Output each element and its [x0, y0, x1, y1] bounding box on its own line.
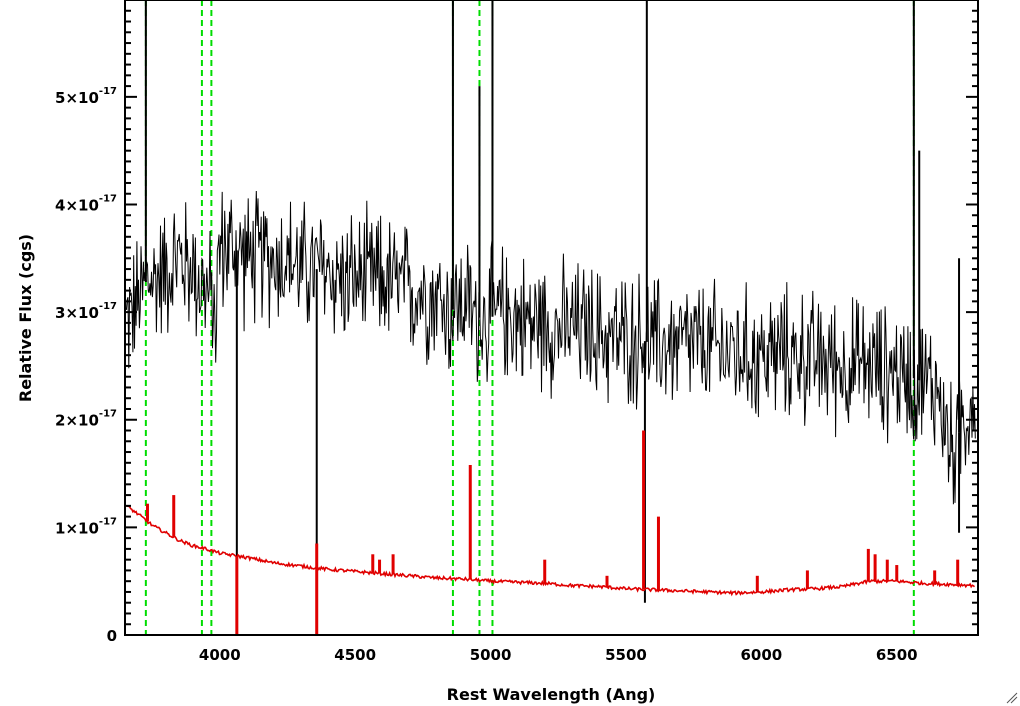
series-line — [126, 505, 976, 597]
y-tick-label: 5×10-17 — [55, 86, 117, 107]
x-tick-label: 6000 — [740, 646, 782, 664]
y-tick-label: 1×10-17 — [55, 516, 117, 537]
observed-spectrum-series — [125, 0, 976, 635]
x-axis-title: Rest Wavelength (Ang) — [447, 685, 656, 704]
series-layer — [125, 0, 976, 635]
y-axis-title: Relative Flux (cgs) — [16, 234, 35, 402]
resize-grip-icon[interactable] — [1004, 690, 1018, 704]
x-tick-label: 6500 — [876, 646, 918, 664]
plot-frame — [124, 0, 979, 636]
series-line — [125, 190, 976, 505]
y-tick-label: 3×10-17 — [55, 301, 117, 322]
x-tick-label: 4500 — [334, 646, 376, 664]
x-tick-label: 5000 — [470, 646, 512, 664]
y-axis-ticks: 0 1×10-17 2×10-17 3×10-17 4×10-17 5×10-17 — [55, 9, 978, 645]
y-tick-label: 2×10-17 — [55, 409, 117, 430]
x-axis-ticks: 4000 4500 5000 5500 6000 6500 — [199, 646, 918, 664]
x-tick-label: 5500 — [605, 646, 647, 664]
x-tick-label: 4000 — [199, 646, 241, 664]
error-spectrum-series — [126, 430, 976, 635]
y-tick-label: 0 — [107, 627, 117, 645]
y-tick-label: 4×10-17 — [55, 193, 117, 214]
